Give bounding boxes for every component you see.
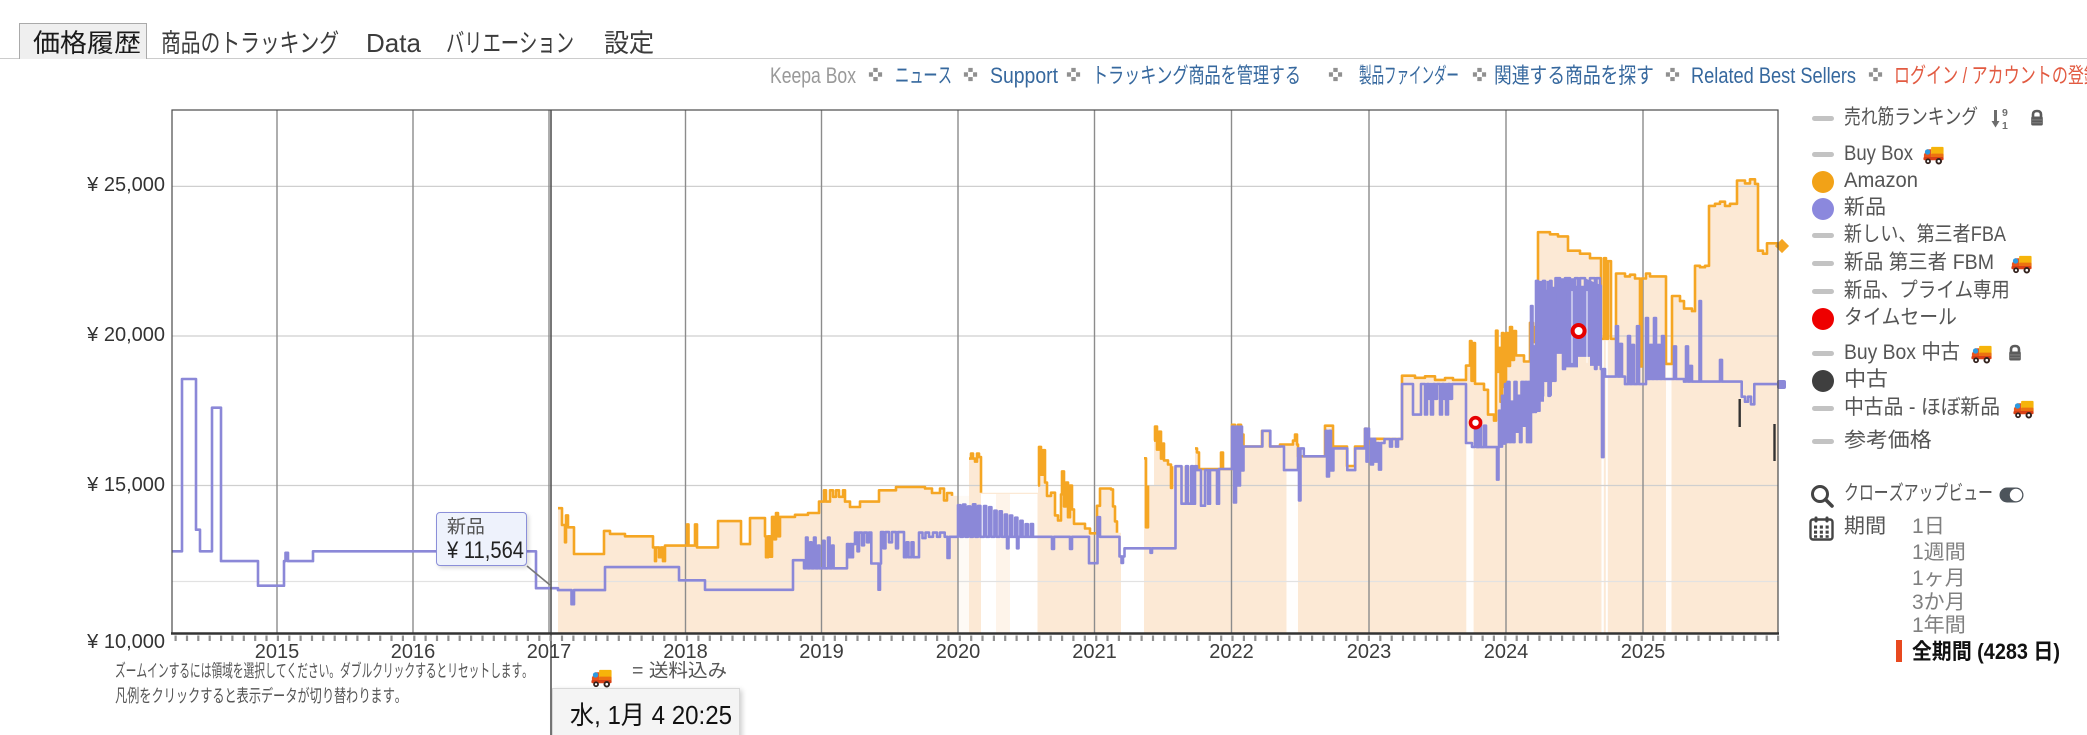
svg-text:1: 1 xyxy=(2002,120,2008,131)
svg-text:9: 9 xyxy=(2002,107,2008,119)
